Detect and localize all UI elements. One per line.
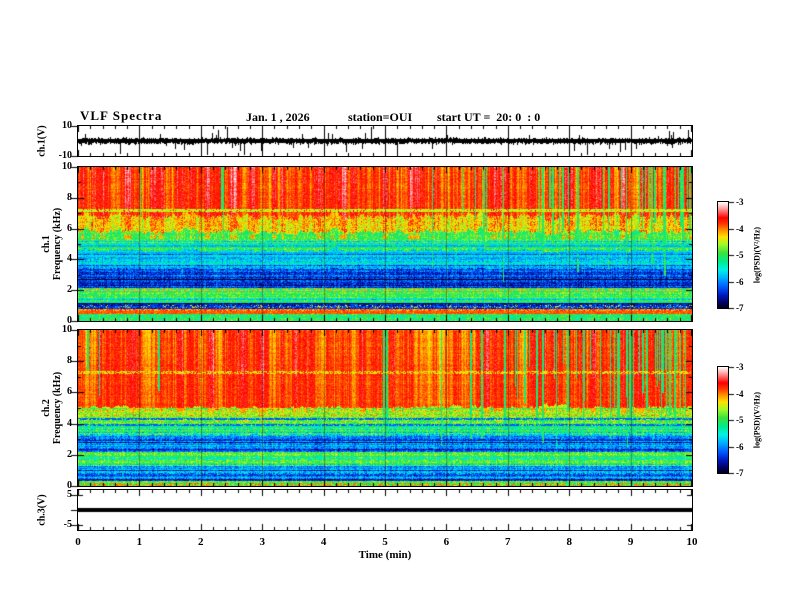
colorbar-ch1-label: log(PSD)(V²/Hz) [752, 226, 762, 284]
date-label: Jan. 1 , 2026 [246, 110, 310, 124]
ch3-voltage-axis-label: ch.3(V) [36, 494, 48, 526]
ch1-spec-channel-label: ch.1 [41, 235, 52, 253]
station-label: station=OUI [348, 110, 413, 124]
ch1-spectrogram-panel [77, 166, 693, 322]
ch1-voltage-axis-label: ch.1(V) [36, 125, 48, 157]
ch1-spectrogram-axis-label: ch.1 Frequency (kHz) [41, 208, 63, 280]
colorbar-ch1 [717, 201, 729, 309]
ch1-waveform-panel [77, 125, 693, 157]
ch1-spec-frequency-label: Frequency (kHz) [52, 207, 63, 281]
colorbar-ch2-label: log(PSD)(V²/Hz) [752, 391, 762, 449]
x-axis-title: Time (min) [358, 549, 412, 561]
figure-title: VLF Spectra [80, 108, 163, 123]
ch2-spec-frequency-label: Frequency (kHz) [52, 371, 63, 445]
ch2-spectrogram-axis-label: ch.2 Frequency (kHz) [41, 372, 63, 444]
ch2-spec-channel-label: ch.2 [41, 399, 52, 417]
ch2-spectrogram-panel [77, 329, 693, 487]
colorbar-ch2 [717, 366, 729, 474]
ch3-waveform-panel [77, 489, 693, 531]
start-ut-label: start UT = 20: 0 : 0 [437, 110, 541, 124]
